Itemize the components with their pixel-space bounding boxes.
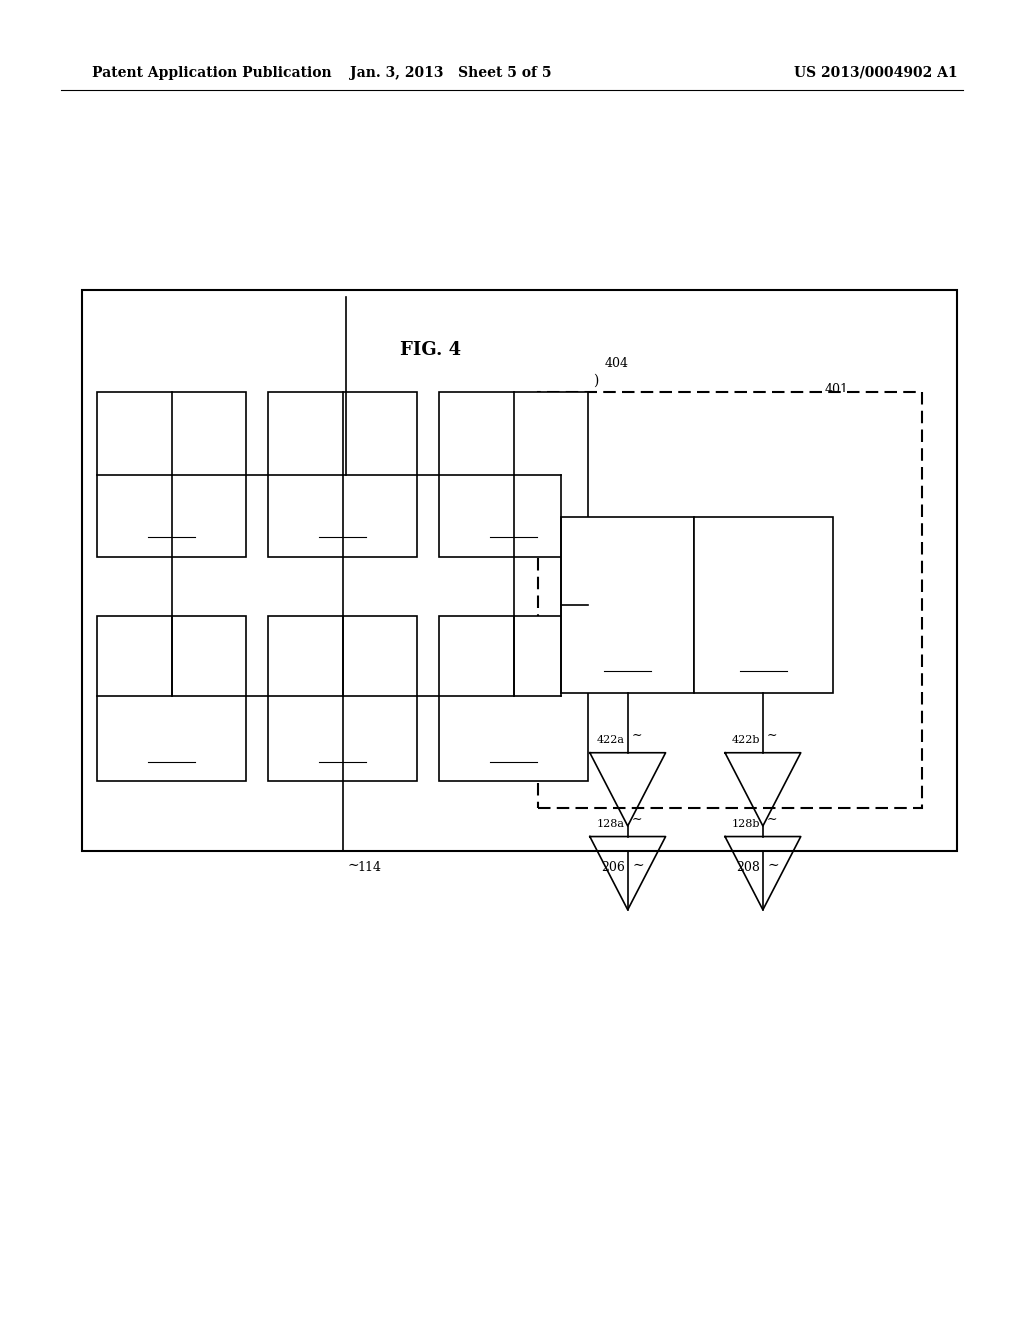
Bar [82, 290, 957, 851]
Text: 422a: 422a [597, 735, 625, 744]
Text: 406: 406 [503, 519, 524, 529]
Bar [439, 616, 588, 781]
Text: FIG. 4: FIG. 4 [399, 341, 461, 359]
Text: ∼: ∼ [350, 396, 361, 409]
Bar [439, 392, 588, 557]
Text: SENSOR
INTERFACE: SENSOR INTERFACE [308, 442, 377, 463]
Text: ∼: ∼ [767, 729, 777, 742]
Text: PULSE
GENERATOR: PULSE GENERATOR [726, 572, 801, 593]
Text: 204, 212: 204, 212 [358, 399, 414, 412]
Text: ∼: ∼ [632, 729, 642, 742]
Text: US 2013/0004902 A1: US 2013/0004902 A1 [794, 66, 957, 79]
Text: 114: 114 [358, 861, 382, 874]
Text: DATA
INTERFACE: DATA INTERFACE [137, 442, 206, 463]
Text: PROCESSOR: PROCESSOR [476, 447, 551, 458]
Text: 210: 210 [161, 519, 182, 529]
Text: ∼: ∼ [326, 697, 338, 711]
Text: ∼: ∼ [632, 813, 642, 826]
Bar [538, 392, 922, 808]
Text: 424: 424 [332, 743, 353, 754]
Text: Jan. 3, 2013   Sheet 5 of 5: Jan. 3, 2013 Sheet 5 of 5 [350, 66, 551, 79]
Text: 410: 410 [332, 519, 353, 529]
Text: Patent Application Publication: Patent Application Publication [92, 66, 332, 79]
Text: 128a: 128a [597, 818, 625, 829]
Text: 404: 404 [604, 356, 628, 370]
Bar [268, 616, 417, 781]
Text: 206: 206 [601, 861, 625, 874]
Text: SAFETY
INTERFACE: SAFETY INTERFACE [137, 667, 206, 688]
Text: 418: 418 [753, 653, 774, 663]
Bar [268, 392, 417, 557]
Text: ): ) [593, 374, 599, 388]
Text: 414: 414 [348, 700, 372, 713]
Bar [561, 517, 694, 693]
Text: WAVEFORM
BUFFER: WAVEFORM BUFFER [592, 572, 664, 593]
Text: ∼: ∼ [767, 813, 777, 826]
Text: 412: 412 [161, 743, 182, 754]
Bar [694, 517, 833, 693]
Text: 422b: 422b [731, 735, 760, 744]
Text: ∼: ∼ [768, 858, 779, 873]
Text: MEMORY: MEMORY [486, 672, 541, 682]
Text: 128b: 128b [731, 818, 760, 829]
Text: 408: 408 [503, 743, 524, 754]
Bar [97, 616, 246, 781]
Text: ∼: ∼ [633, 858, 644, 873]
Text: 401: 401 [824, 383, 848, 396]
Text: FLOW CONTROL
SIGNAL
INTERFACE: FLOW CONTROL SIGNAL INTERFACE [293, 661, 392, 694]
Text: 208: 208 [736, 861, 760, 874]
Text: 416: 416 [617, 653, 638, 663]
Bar [97, 392, 246, 557]
Text: ∼: ∼ [348, 858, 359, 873]
